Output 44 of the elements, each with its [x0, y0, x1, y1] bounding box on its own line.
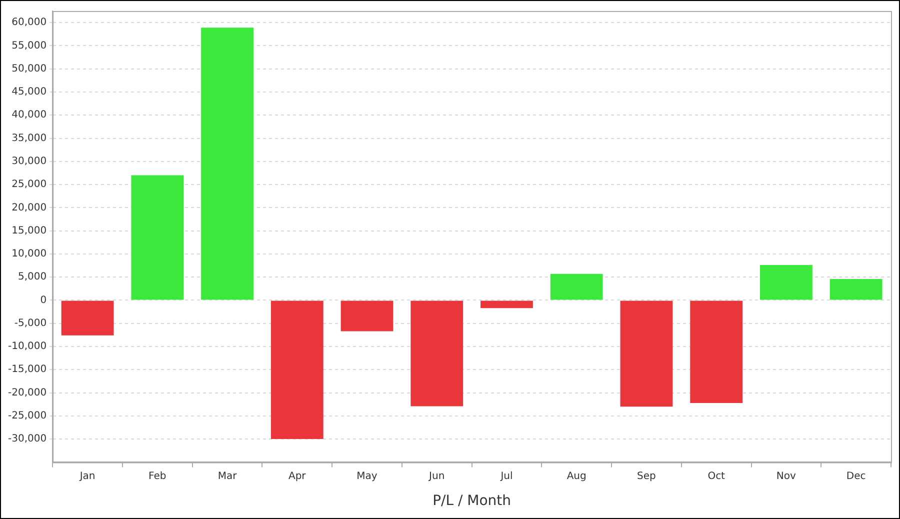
x-tick-label: Aug: [566, 470, 586, 482]
y-tick-label: 0: [40, 294, 47, 306]
y-tick-label: 20,000: [12, 202, 47, 214]
bar: [61, 300, 114, 336]
x-tick-label: Sep: [637, 470, 656, 482]
y-tick-label: 5,000: [18, 272, 47, 283]
y-tick-label: 50,000: [12, 63, 47, 74]
y-tick-label: -5,000: [14, 318, 47, 329]
x-tick-label: Oct: [708, 470, 726, 482]
y-tick-label: 45,000: [12, 86, 47, 98]
y-tick-label: 25,000: [12, 179, 47, 190]
y-tick-label: 35,000: [12, 132, 47, 144]
x-axis-title: P/L / Month: [432, 493, 512, 510]
y-tick-label: -25,000: [8, 410, 47, 422]
x-tick-label: Jun: [428, 470, 445, 482]
bar: [550, 274, 603, 300]
y-tick-label: 15,000: [12, 225, 47, 236]
x-tick-label: Mar: [218, 470, 238, 482]
y-tick-label: 60,000: [12, 17, 47, 28]
y-tick-label: 10,000: [12, 248, 47, 260]
y-tick-label: -15,000: [8, 364, 47, 376]
x-tick-label: Jan: [78, 470, 96, 482]
bar: [131, 175, 184, 300]
y-tick-label: 55,000: [12, 40, 47, 52]
bar: [201, 28, 254, 300]
y-tick-label: -10,000: [8, 341, 47, 352]
bar: [620, 300, 673, 407]
x-tick-label: Dec: [846, 470, 866, 482]
bar: [270, 300, 324, 440]
bar: [480, 300, 533, 308]
y-tick-label: -20,000: [8, 387, 47, 398]
bar: [410, 300, 464, 406]
y-tick-label: 30,000: [12, 156, 47, 167]
x-tick-label: May: [356, 470, 378, 482]
x-tick-label: Jul: [500, 470, 513, 482]
x-tick-label: Feb: [148, 470, 166, 482]
bar: [690, 300, 743, 403]
bar: [760, 265, 812, 300]
bar: [830, 278, 882, 300]
x-tick-label: Apr: [288, 470, 307, 482]
x-tick-label: Nov: [776, 470, 796, 482]
bar: [340, 300, 394, 332]
y-tick-label: 40,000: [12, 110, 47, 121]
y-tick-label: -30,000: [8, 434, 47, 445]
